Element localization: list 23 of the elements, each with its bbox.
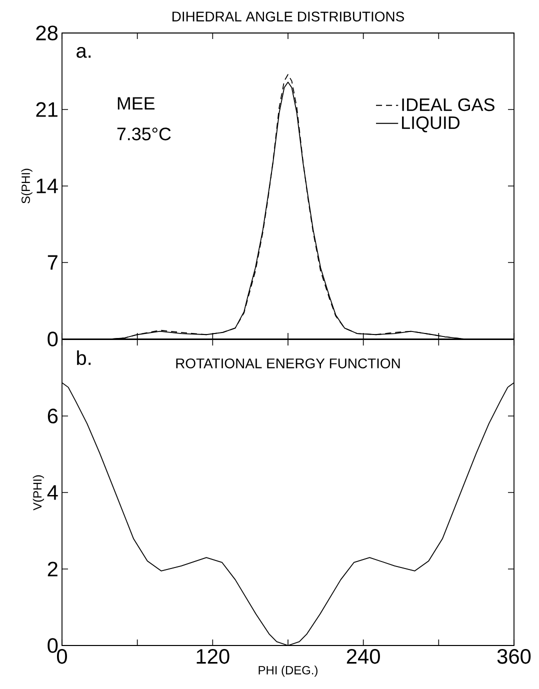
y-axis-title: V(PHI) bbox=[32, 475, 44, 510]
y-tick-label: 21 bbox=[36, 102, 58, 117]
x-tick-label: 360 bbox=[497, 649, 531, 664]
y-tick-label: 2 bbox=[48, 562, 58, 576]
legend-label: IDEAL GAS bbox=[402, 98, 494, 112]
y-tick-label: 28 bbox=[36, 26, 58, 40]
text: ROTATIONAL ENERGY FUNCTION bbox=[176, 358, 400, 368]
y-tick-label: 4 bbox=[47, 485, 58, 500]
y-tick-label: 0 bbox=[48, 638, 58, 653]
y-tick-label: 14 bbox=[36, 178, 58, 194]
y-tick-label: 6 bbox=[48, 408, 58, 424]
y-axis-title: S(PHI) bbox=[21, 168, 32, 204]
y-tick-label: 7 bbox=[48, 255, 58, 270]
x-tick-label: 120 bbox=[196, 649, 230, 664]
y-tick-label: 0 bbox=[48, 332, 58, 346]
annotation: a. bbox=[76, 46, 91, 58]
x-axis-title: PHI (DEG.) bbox=[258, 666, 318, 677]
annotation: 7.35°C bbox=[117, 128, 171, 140]
annotation: MEE bbox=[118, 97, 155, 110]
x-tick-label: 240 bbox=[346, 649, 380, 664]
annotation: b. bbox=[77, 350, 91, 366]
chart-title: DIHEDRAL ANGLE DISTRIBUTIONS bbox=[172, 12, 404, 22]
legend-label: LIQUID bbox=[402, 116, 460, 132]
